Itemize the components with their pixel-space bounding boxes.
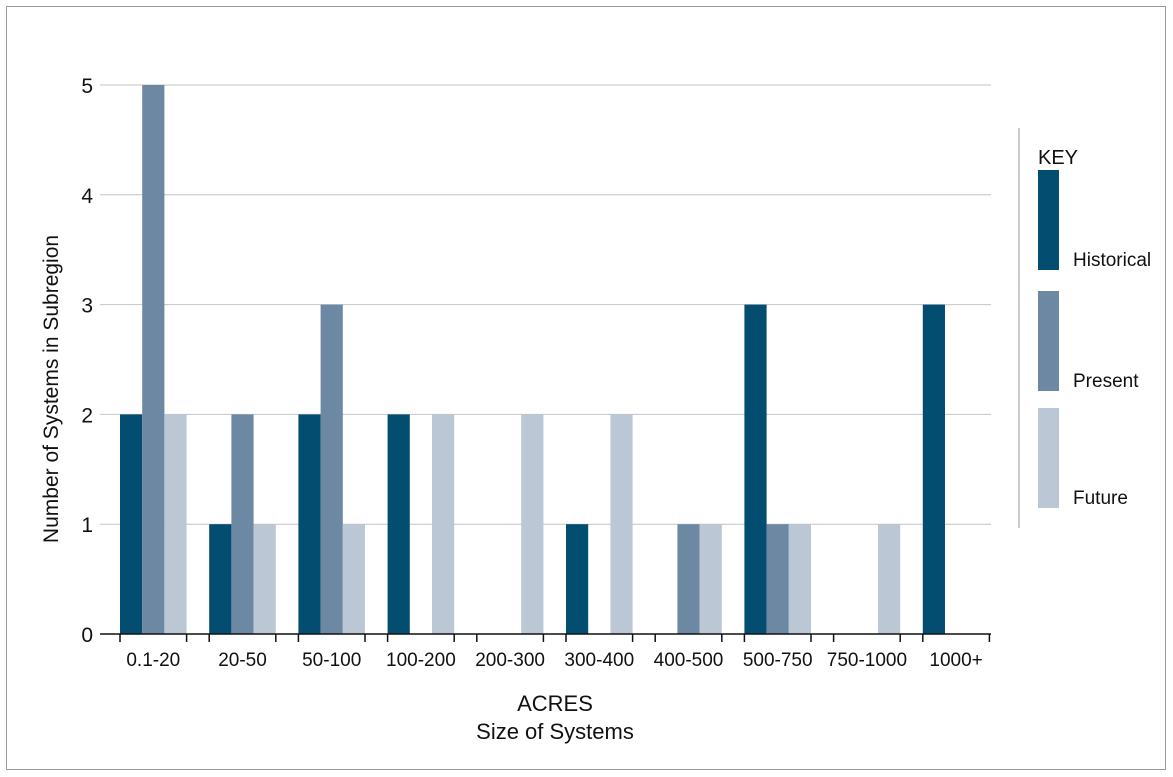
bar-future-300-400 [610,414,633,634]
y-tick-label: 3 [81,295,93,318]
legend-label-future: Future [1073,488,1128,509]
legend-label-present: Present [1073,371,1139,392]
x-tick-label: 200-300 [475,650,545,671]
x-axis-ticks: 0.1-20 20-50 50-100 100-200 200-300 300-400 40… [119,634,991,671]
bar-historical-20-50 [209,524,232,634]
chart-frame [6,6,1166,770]
y-tick-label: 1 [81,514,93,537]
y-tick-label: 4 [81,185,93,208]
x-tick-label: 100-200 [386,650,456,671]
x-tick-label: 300-400 [564,650,634,671]
bars [120,85,945,634]
legend-swatch-present [1038,291,1059,391]
bar-future-100-200 [432,414,455,634]
x-tick-label: 20-50 [218,650,267,671]
legend-title: KEY [1038,147,1078,169]
bar-historical-50-100 [298,414,321,634]
legend: KEY Historical Present Future [1018,128,1151,528]
bar-historical-300-400 [566,524,589,634]
bar-present-20-50 [231,414,254,634]
bar-future-50-100 [342,524,365,634]
bar-future-0.1-20 [164,414,187,634]
y-tick-label: 2 [81,404,93,427]
x-tick-label: 50-100 [302,650,361,671]
bar-future-400-500 [699,524,722,634]
bar-future-20-50 [253,524,276,634]
legend-label-historical: Historical [1073,250,1151,271]
legend-swatch-future [1038,408,1059,508]
x-axis-title: ACRES [517,691,593,716]
bar-present-400-500 [677,524,700,634]
bar-historical-0.1-20 [120,414,143,634]
bar-historical-1000+ [922,304,945,634]
bar-historical-100-200 [387,414,410,634]
bar-future-750-1000 [878,524,901,634]
y-axis-ticks: 0 1 2 3 4 5 [81,75,93,647]
legend-swatch-historical [1038,170,1059,270]
bar-future-200-300 [521,414,544,634]
x-tick-label: 500-750 [743,650,813,671]
x-tick-label: 750-1000 [827,650,907,671]
y-tick-label: 5 [81,75,93,98]
y-axis-title: Number of Systems in Subregion [40,235,63,543]
x-tick-label: 1000+ [929,650,982,671]
x-tick-label: 400-500 [654,650,724,671]
x-tick-label: 0.1-20 [126,650,180,671]
bar-present-0.1-20 [142,85,165,634]
bar-historical-500-750 [744,304,767,634]
bar-future-500-750 [788,524,811,634]
x-axis-subtitle: Size of Systems [476,719,634,744]
bar-present-500-750 [766,524,789,634]
bar-present-50-100 [320,304,343,634]
y-tick-label: 0 [81,624,93,647]
